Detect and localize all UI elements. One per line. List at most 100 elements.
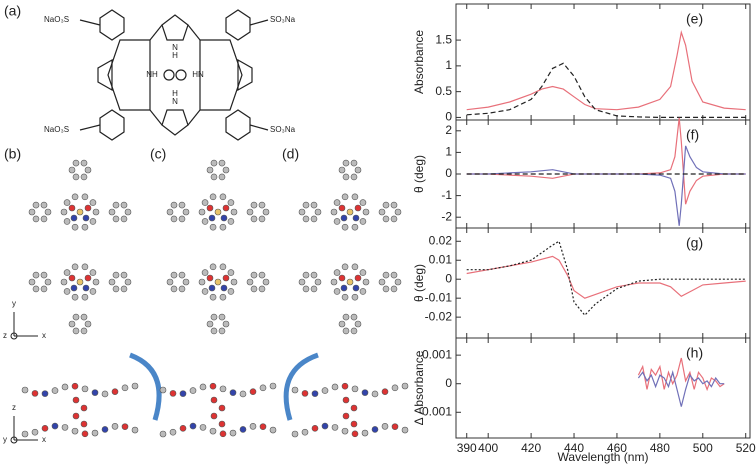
panel-label: (h) [686,345,703,361]
atom [72,173,80,181]
atom [350,327,358,335]
atom [382,215,390,223]
atom [198,278,206,286]
atom [390,215,398,223]
x-tick-label: 390 [457,441,477,455]
atom [218,404,226,412]
atom [341,263,349,271]
atom [170,215,178,223]
atom [89,218,97,225]
atom [21,386,29,394]
atom [338,204,346,212]
atom [63,199,71,206]
porphyrin-structure [79,9,269,141]
atom [222,274,230,282]
atom [91,389,99,396]
substituent: SO₃Na [270,125,296,134]
atom [381,388,389,395]
y-tick-label: 0 [445,271,452,285]
atom [111,423,119,430]
atom [298,278,306,286]
x-tick-label: 480 [650,441,670,455]
atom [166,208,174,216]
atom [338,320,346,328]
atom [84,320,92,328]
atom [354,320,362,328]
atom [346,208,354,216]
atom [120,271,128,279]
atom [219,385,227,393]
atom [311,390,319,397]
atom [91,429,99,437]
atom [352,284,360,292]
atom [82,214,90,222]
atom [72,313,80,321]
atom [76,208,84,216]
atom [84,274,92,282]
atom [342,313,350,321]
plot-frame [455,227,751,339]
atom [222,166,230,174]
atom [63,288,71,295]
atom [246,208,254,216]
atom [178,285,186,293]
core-atom: N [172,43,178,52]
atom [371,390,379,398]
atom [222,320,230,328]
atom [40,285,48,293]
atom [310,271,318,279]
atom [342,327,350,335]
atom [61,424,69,431]
atom [72,396,80,404]
atom [219,263,227,271]
y-axis-label: θ (deg) [412,264,426,302]
atom [70,284,78,292]
atom [76,278,84,286]
atom [71,293,79,301]
atom [351,293,359,301]
atom [302,215,310,223]
atom [359,199,367,206]
atom [382,285,390,293]
atom [227,199,235,206]
atom [178,271,186,279]
atom [61,383,69,391]
atom [40,215,48,223]
y-tick-label: 2 [445,123,452,137]
atom [351,193,359,201]
atom [89,288,97,295]
atom [80,404,88,412]
atom [71,263,79,271]
atom [206,204,214,212]
atom [40,201,48,209]
atom [258,201,266,209]
atom [60,208,68,216]
atom [60,278,68,286]
y-axis-label: Δ Absorbance [412,350,426,425]
atom [250,271,258,279]
atom [72,412,80,420]
atom [206,166,214,174]
atom [210,173,218,181]
x-tick-label: 460 [607,441,627,455]
atom [314,208,322,216]
y-tick-label: 0.5 [435,84,452,98]
atom [120,215,128,223]
atom [170,285,178,293]
atom [219,430,227,438]
atom [333,269,341,276]
atom [124,208,132,216]
atom [359,288,367,295]
atom [214,208,222,216]
panel-label: (g) [686,235,703,251]
atom [361,389,369,396]
atom [210,396,218,404]
atom [338,166,346,174]
atom [350,159,358,167]
atom [220,284,228,292]
atom [68,274,76,282]
atom [170,271,178,279]
atom [219,293,227,301]
atom [220,214,228,222]
atom [291,430,299,438]
